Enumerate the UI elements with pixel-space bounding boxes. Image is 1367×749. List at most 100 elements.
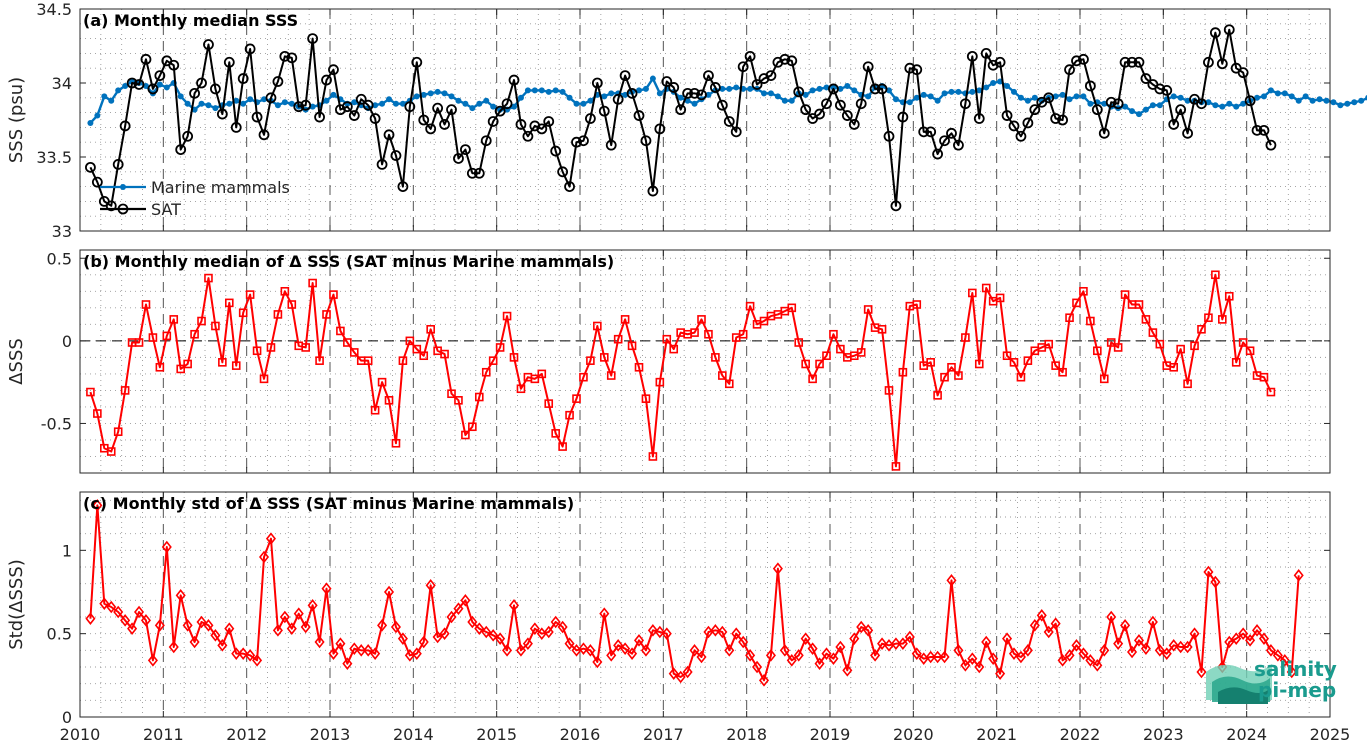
data-point <box>370 405 380 415</box>
data-point <box>828 652 839 665</box>
data-point <box>198 100 205 107</box>
data-point <box>286 52 298 64</box>
data-point <box>934 97 941 104</box>
data-point <box>677 94 684 101</box>
data-point <box>509 353 519 362</box>
data-point <box>642 85 649 92</box>
data-point <box>467 615 478 629</box>
data-point <box>719 85 726 92</box>
panel-title: (c) Monthly std of Δ SSS (SAT minus Mari… <box>83 494 574 513</box>
legend-marker <box>117 203 129 215</box>
data-point <box>247 96 254 103</box>
data-point <box>948 88 955 95</box>
series-line <box>89 504 1300 682</box>
legend: Marine mammals SAT <box>100 178 290 219</box>
data-point <box>244 43 256 55</box>
data-point <box>418 114 430 126</box>
data-point <box>349 348 359 357</box>
data-point <box>524 87 531 94</box>
data-point <box>196 77 207 89</box>
data-point <box>863 624 874 637</box>
data-point <box>1358 97 1365 104</box>
data-point <box>1052 93 1059 100</box>
data-point <box>675 104 687 116</box>
data-point <box>405 336 415 346</box>
data-point <box>1044 339 1054 349</box>
data-point <box>266 343 276 352</box>
data-point <box>856 620 867 634</box>
data-point <box>441 90 448 97</box>
data-point <box>372 102 379 109</box>
data-point <box>329 290 338 299</box>
data-point <box>216 108 228 120</box>
data-point <box>168 640 179 654</box>
data-point <box>1016 372 1026 382</box>
data-point <box>1141 315 1151 324</box>
data-point <box>912 300 922 309</box>
data-point <box>816 85 823 92</box>
data-point <box>689 644 700 657</box>
data-point <box>633 634 645 647</box>
data-point <box>1129 108 1136 115</box>
data-point <box>1330 99 1337 106</box>
x-tick-label: 2014 <box>393 725 434 744</box>
data-point <box>994 56 1006 68</box>
data-point <box>1091 104 1103 116</box>
data-point <box>265 92 277 104</box>
data-point <box>383 585 395 599</box>
data-point <box>1134 300 1144 309</box>
data-point <box>1224 291 1234 301</box>
data-point <box>682 665 693 679</box>
data-point <box>508 599 520 612</box>
data-point <box>454 396 463 405</box>
data-point <box>469 105 476 112</box>
data-point <box>953 644 964 657</box>
data-point <box>1064 649 1075 662</box>
data-point <box>1293 569 1304 582</box>
data-point <box>1337 102 1344 109</box>
data-point <box>605 139 617 151</box>
data-point <box>113 605 124 619</box>
data-point <box>86 387 95 397</box>
data-point <box>397 632 408 645</box>
data-point <box>85 161 96 173</box>
y-axis-label: Std(ΔSSS) <box>6 559 27 650</box>
data-point <box>1183 379 1192 389</box>
data-point <box>281 99 288 106</box>
data-point <box>356 644 367 657</box>
panel-a: 33 33.5 34 34.5 SSS (psu) (a) Monthly median … <box>6 0 1367 241</box>
data-point <box>1071 55 1082 67</box>
data-point <box>622 91 629 98</box>
series-line <box>89 273 1272 468</box>
data-point <box>1344 100 1351 107</box>
data-point <box>85 612 96 625</box>
data-point <box>106 447 116 456</box>
data-point <box>245 290 255 299</box>
data-point <box>1004 82 1011 89</box>
data-point <box>177 93 184 100</box>
data-point <box>1036 609 1047 622</box>
data-point <box>814 657 825 670</box>
data-point <box>723 116 735 127</box>
data-point <box>460 144 471 156</box>
data-point <box>1170 93 1177 100</box>
data-point <box>1189 627 1200 640</box>
data-point <box>189 635 200 649</box>
data-point <box>494 105 506 117</box>
data-point <box>217 639 228 652</box>
data-point <box>133 79 145 90</box>
data-point <box>1226 100 1233 107</box>
data-point <box>1258 124 1270 136</box>
data-point <box>1105 96 1117 108</box>
data-point <box>126 77 138 89</box>
data-point <box>772 562 783 575</box>
data-point <box>1087 100 1094 107</box>
data-point <box>481 625 492 639</box>
data-point <box>808 374 817 384</box>
data-point <box>836 344 845 354</box>
data-point <box>1223 24 1235 36</box>
data-point <box>328 647 339 660</box>
data-point <box>761 90 768 97</box>
data-point <box>237 73 249 84</box>
data-point <box>724 379 734 389</box>
